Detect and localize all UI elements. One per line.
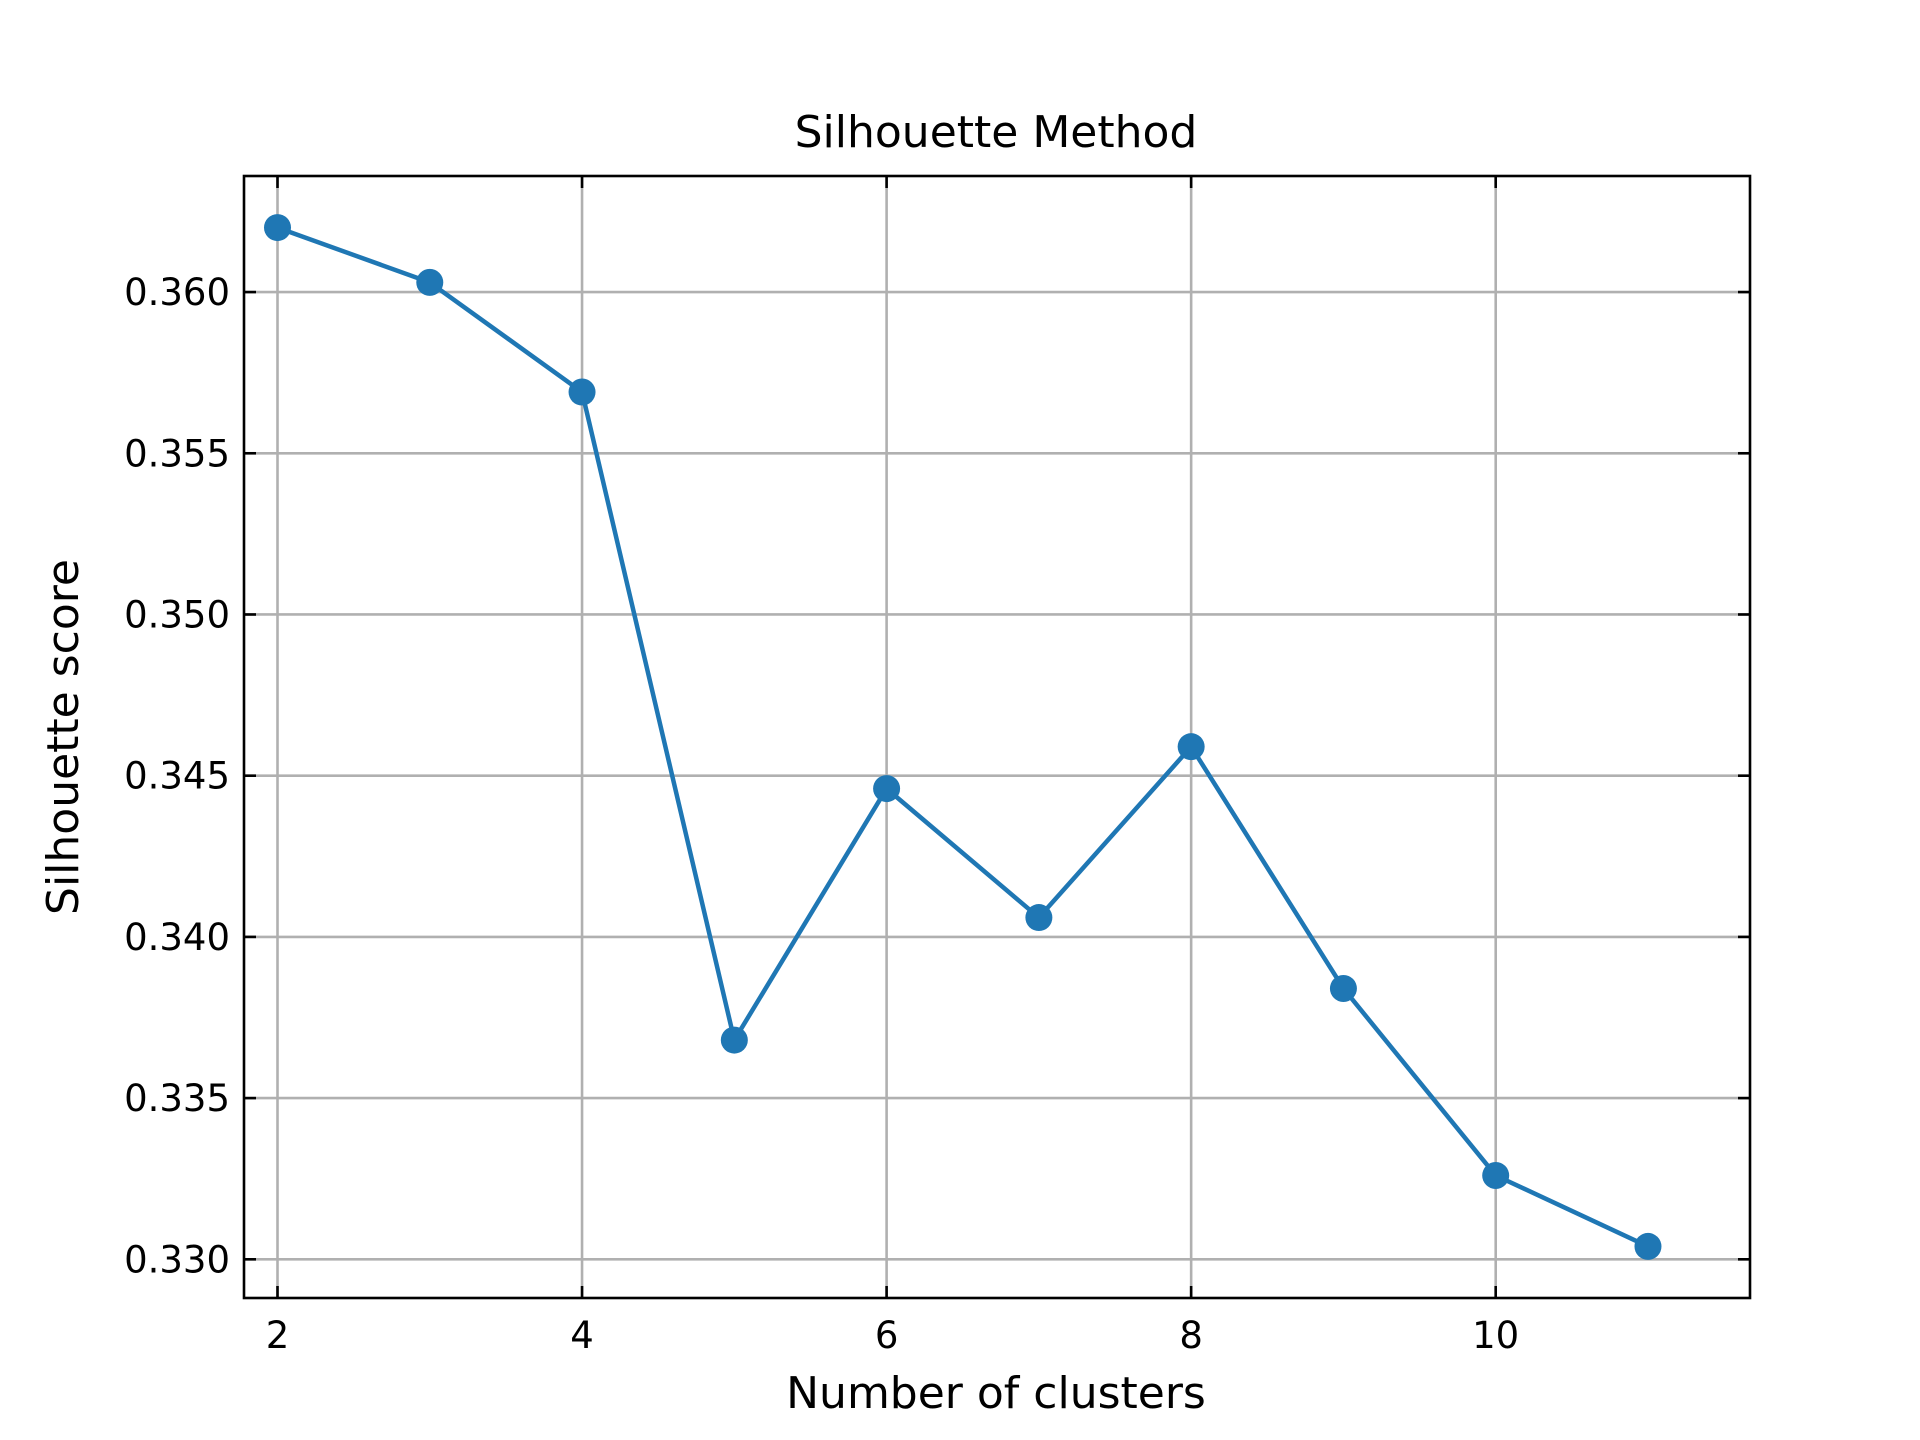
x-tick-label: 10 xyxy=(1472,1314,1519,1357)
x-tick-labels: 2 4 6 8 10 xyxy=(266,1314,1520,1357)
x-tick-label: 2 xyxy=(266,1314,290,1357)
grid xyxy=(244,176,1750,1298)
data-point xyxy=(1177,733,1205,761)
x-tick-label: 8 xyxy=(1179,1314,1203,1357)
series xyxy=(264,214,1662,1260)
chart-title: Silhouette Method xyxy=(795,107,1198,158)
y-tick-label: 0.350 xyxy=(124,593,230,636)
x-tick-label: 6 xyxy=(875,1314,899,1357)
data-point xyxy=(720,1026,748,1054)
y-tick-labels: 0.330 0.335 0.340 0.345 0.350 0.355 0.360 xyxy=(124,271,230,1281)
x-tick-label: 4 xyxy=(570,1314,594,1357)
data-point xyxy=(1482,1161,1510,1189)
y-tick-label: 0.355 xyxy=(124,432,230,475)
axis-ticks xyxy=(244,176,1750,1298)
y-tick-label: 0.335 xyxy=(124,1077,230,1120)
y-tick-label: 0.345 xyxy=(124,755,230,798)
plot-frame xyxy=(242,174,1752,1300)
data-point xyxy=(873,775,901,803)
data-point xyxy=(416,268,444,296)
series-line xyxy=(275,225,1651,1249)
data-point xyxy=(1025,904,1053,932)
data-point xyxy=(568,378,596,406)
y-axis-label: Silhouette score xyxy=(38,559,89,915)
y-tick-label: 0.360 xyxy=(124,271,230,314)
data-point xyxy=(264,214,292,242)
y-tick-label: 0.330 xyxy=(124,1238,230,1281)
data-point xyxy=(1329,974,1357,1002)
x-axis-label: Number of clusters xyxy=(786,1368,1206,1419)
data-point xyxy=(1634,1232,1662,1260)
y-tick-label: 0.340 xyxy=(124,916,230,959)
